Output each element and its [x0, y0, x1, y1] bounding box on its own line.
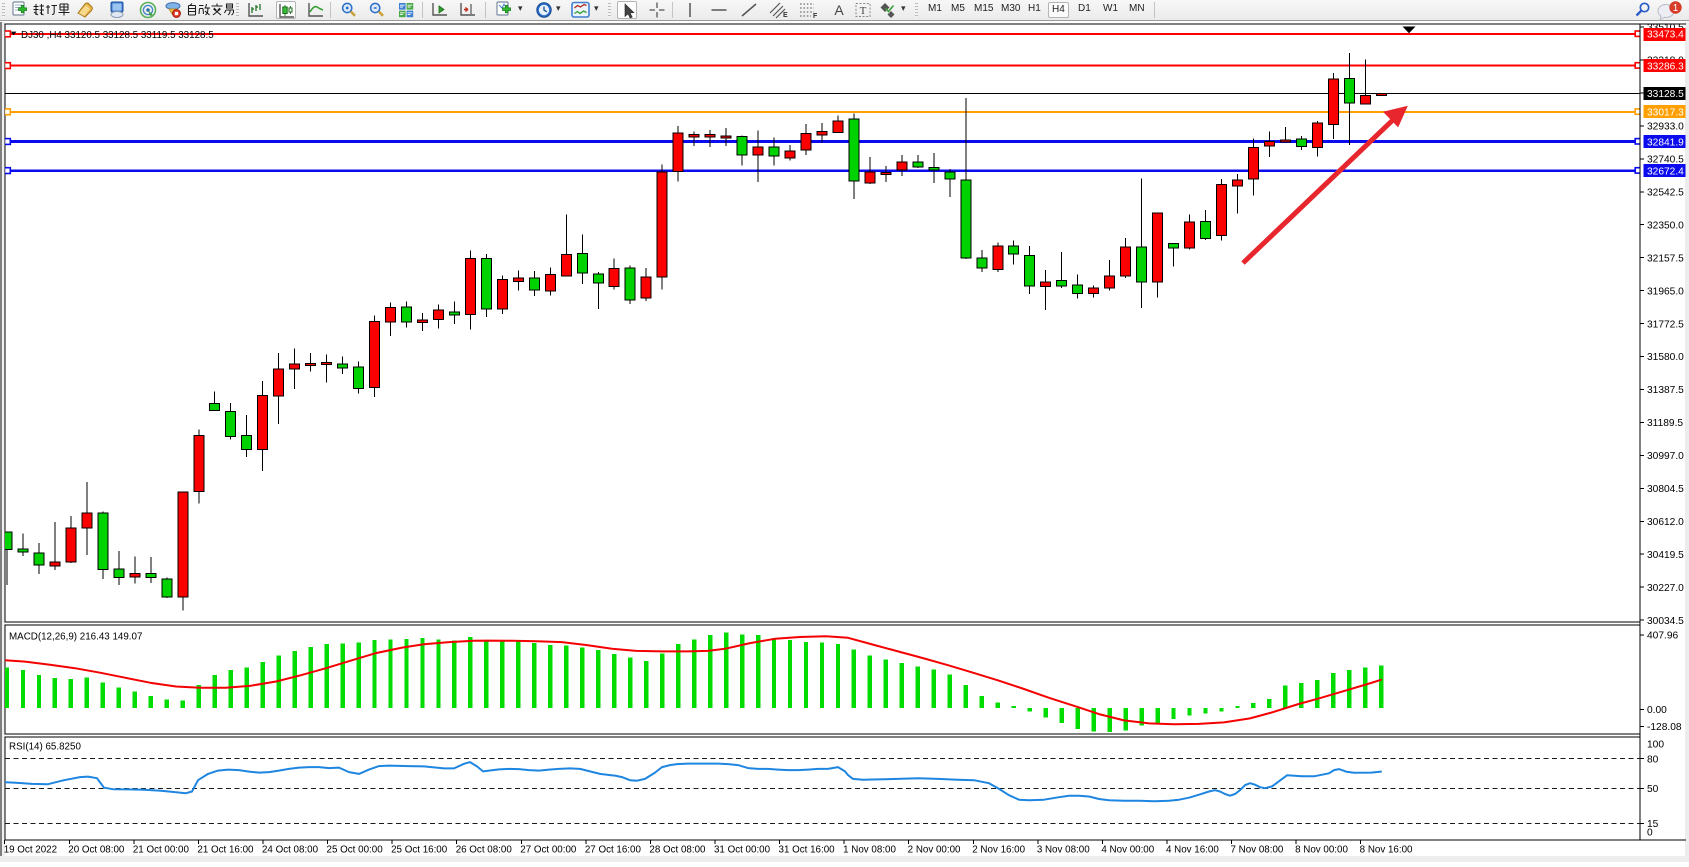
svg-text:50: 50 — [1647, 784, 1659, 795]
svg-text:RSI(14) 65.8250: RSI(14) 65.8250 — [9, 742, 81, 753]
svg-text:32933.0: 32933.0 — [1647, 122, 1684, 133]
svg-text:31 Oct 16:00: 31 Oct 16:00 — [779, 845, 836, 856]
svg-text:1: 1 — [1673, 3, 1679, 14]
svg-text:25 Oct 16:00: 25 Oct 16:00 — [391, 845, 448, 856]
svg-text:31 Oct 00:00: 31 Oct 00:00 — [714, 845, 771, 856]
svg-text:32672.4: 32672.4 — [1647, 166, 1684, 177]
svg-text:2 Nov 00:00: 2 Nov 00:00 — [908, 845, 961, 856]
svg-text:33017.3: 33017.3 — [1647, 108, 1684, 119]
svg-text:7 Nov 08:00: 7 Nov 08:00 — [1231, 845, 1284, 856]
svg-text:A: A — [834, 2, 844, 18]
svg-text:32157.5: 32157.5 — [1647, 253, 1684, 264]
svg-text:32841.9: 32841.9 — [1647, 137, 1684, 148]
svg-text:30804.5: 30804.5 — [1647, 484, 1684, 495]
svg-text:31189.5: 31189.5 — [1647, 418, 1683, 429]
svg-text:100: 100 — [1647, 740, 1664, 751]
svg-text:15: 15 — [1647, 819, 1659, 830]
svg-text:24 Oct 08:00: 24 Oct 08:00 — [262, 845, 319, 856]
svg-text:27 Oct 16:00: 27 Oct 16:00 — [585, 845, 642, 856]
svg-text:4 Nov 00:00: 4 Nov 00:00 — [1101, 845, 1154, 856]
svg-text:31580.0: 31580.0 — [1647, 352, 1684, 363]
svg-text:80: 80 — [1647, 754, 1659, 765]
svg-text:DJ30 ,H4 33120.5 33128.5 3311: DJ30 ,H4 33120.5 33128.5 33119.5 33128.5 — [21, 30, 214, 41]
svg-text:33286.3: 33286.3 — [1647, 61, 1684, 72]
svg-text:30612.0: 30612.0 — [1647, 517, 1684, 528]
svg-text:21 Oct 00:00: 21 Oct 00:00 — [133, 845, 190, 856]
svg-text:30034.5: 30034.5 — [1647, 616, 1684, 627]
svg-text:32350.0: 32350.0 — [1647, 220, 1684, 231]
svg-text:33128.5: 33128.5 — [1647, 89, 1684, 100]
svg-text:1 Nov 08:00: 1 Nov 08:00 — [843, 845, 896, 856]
svg-text:27 Oct 00:00: 27 Oct 00:00 — [520, 845, 577, 856]
svg-text:31772.5: 31772.5 — [1647, 319, 1684, 330]
svg-text:21 Oct 16:00: 21 Oct 16:00 — [197, 845, 254, 856]
svg-text:T: T — [860, 5, 867, 17]
svg-text:30419.5: 30419.5 — [1647, 550, 1684, 561]
svg-text:3 Nov 08:00: 3 Nov 08:00 — [1037, 845, 1090, 856]
svg-text:31965.0: 31965.0 — [1647, 286, 1684, 297]
svg-text:30227.0: 30227.0 — [1647, 583, 1684, 594]
svg-text:0.00: 0.00 — [1647, 705, 1667, 716]
svg-text:30997.0: 30997.0 — [1647, 451, 1684, 462]
svg-text:-128.08: -128.08 — [1647, 722, 1682, 733]
svg-text:25 Oct 00:00: 25 Oct 00:00 — [327, 845, 384, 856]
svg-text:33473.4: 33473.4 — [1647, 30, 1684, 41]
svg-text:8 Nov 00:00: 8 Nov 00:00 — [1295, 845, 1348, 856]
svg-text:2 Nov 16:00: 2 Nov 16:00 — [972, 845, 1025, 856]
svg-text:0: 0 — [1647, 828, 1653, 839]
svg-text:28 Oct 08:00: 28 Oct 08:00 — [649, 845, 706, 856]
svg-text:20 Oct 08:00: 20 Oct 08:00 — [68, 845, 125, 856]
svg-text:32740.5: 32740.5 — [1647, 155, 1684, 166]
svg-text:31387.5: 31387.5 — [1647, 385, 1684, 396]
svg-text:8 Nov 16:00: 8 Nov 16:00 — [1360, 845, 1413, 856]
svg-text:E: E — [783, 12, 788, 19]
svg-text:19 Oct 2022: 19 Oct 2022 — [4, 845, 57, 856]
svg-text:4 Nov 16:00: 4 Nov 16:00 — [1166, 845, 1219, 856]
svg-text:F: F — [813, 13, 818, 19]
svg-text:32542.5: 32542.5 — [1647, 187, 1684, 198]
svg-text:MACD(12,26,9) 216.43 149.07: MACD(12,26,9) 216.43 149.07 — [9, 632, 142, 643]
svg-text:407.96: 407.96 — [1647, 631, 1678, 642]
svg-text:26 Oct 08:00: 26 Oct 08:00 — [456, 845, 513, 856]
